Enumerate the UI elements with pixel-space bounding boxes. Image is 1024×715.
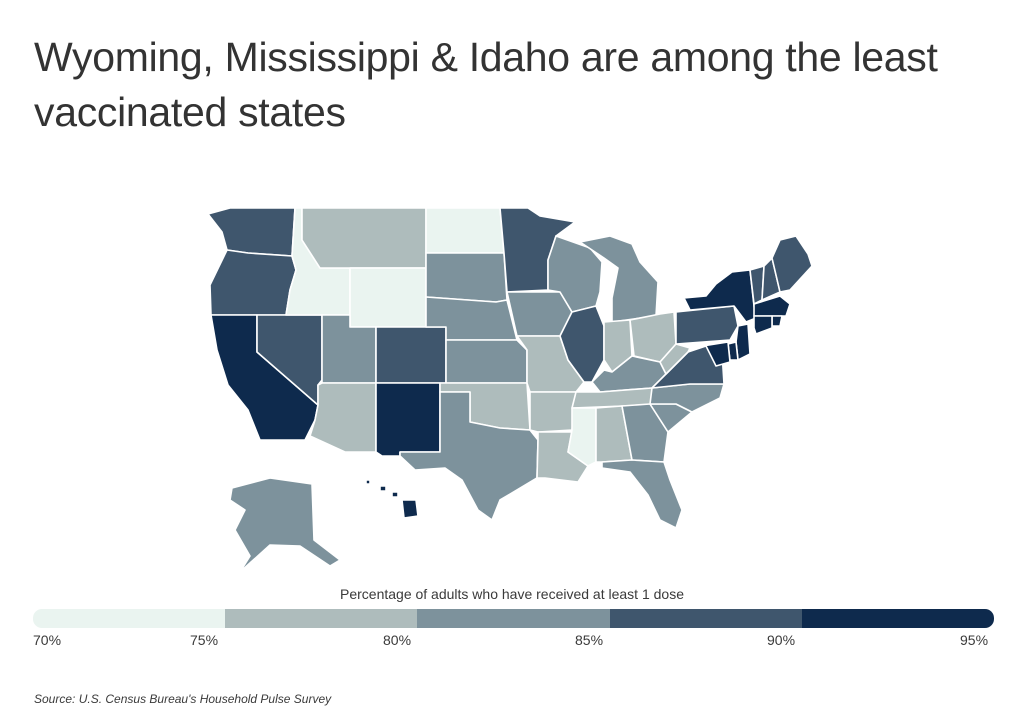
state-NM [375,382,441,457]
source-text: U.S. Census Bureau's Household Pulse Sur… [78,692,332,706]
legend-tick: 95% [960,632,989,648]
state-HI [365,479,419,519]
state-TX [399,391,539,521]
state-ND [425,207,505,254]
state-AK [229,477,341,573]
legend-tick: 90% [767,632,796,648]
chart-title: Wyoming, Mississippi & Idaho are among t… [34,34,938,135]
state-GA [621,403,669,463]
state-MT [301,207,427,269]
legend-tick: 80% [383,632,412,648]
state-WI [547,235,603,313]
color-scale-bar [33,609,994,628]
state-AZ [309,382,377,453]
legend-tick: 85% [575,632,604,648]
legend-segment-2 [225,609,418,628]
state-NJ [735,323,751,361]
state-OR [209,249,297,316]
source-label: Source: [34,692,76,706]
state-SD [425,252,508,303]
source-note: Source: U.S. Census Bureau's Household P… [34,692,331,706]
legend-ticks: 70% 75% 80% 85% 90% 95% [0,632,1024,652]
state-CT [753,315,773,335]
state-MA [753,295,791,317]
state-MD [689,341,731,367]
legend-tick: 70% [33,632,62,648]
legend-tick: 75% [190,632,219,648]
legend-segment-4 [609,609,802,628]
state-WY [349,267,427,328]
state-FL [601,459,683,529]
legend-segment-1 [33,609,226,628]
state-WA [207,207,296,257]
legend-title: Percentage of adults who have received a… [340,586,684,602]
state-AR [529,391,577,433]
state-CO [375,326,447,384]
state-IA [506,291,573,337]
state-ME [771,235,813,293]
state-PA [675,305,739,345]
state-RI [771,315,783,327]
legend-segment-3 [417,609,610,628]
state-KS [445,339,528,384]
legend-segment-5 [801,609,994,628]
state-WV [659,343,691,375]
